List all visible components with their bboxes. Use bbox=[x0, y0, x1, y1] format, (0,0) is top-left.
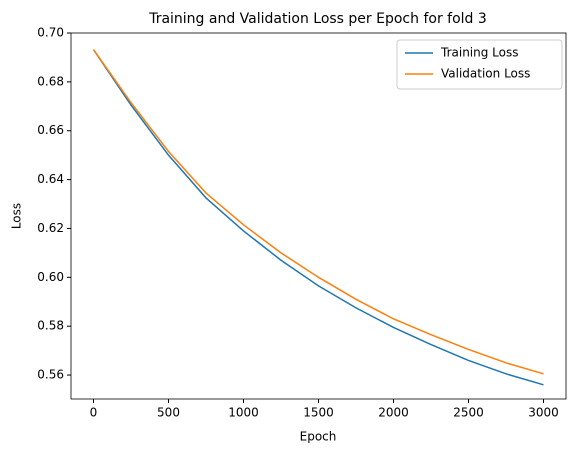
x-tick-label: 2000 bbox=[378, 406, 409, 420]
y-tick-label: 0.70 bbox=[37, 26, 64, 40]
legend-label: Training Loss bbox=[440, 46, 518, 60]
y-tick-label: 0.58 bbox=[37, 319, 64, 333]
x-tick-label: 1500 bbox=[303, 406, 334, 420]
y-tick-label: 0.68 bbox=[37, 74, 64, 88]
x-tick-label: 3000 bbox=[528, 406, 559, 420]
x-tick-label: 2500 bbox=[453, 406, 484, 420]
chart-title: Training and Validation Loss per Epoch f… bbox=[148, 11, 487, 27]
legend-label: Validation Loss bbox=[441, 67, 530, 81]
line bbox=[92, 49, 544, 375]
line bbox=[92, 49, 544, 386]
x-tick-label: 0 bbox=[90, 406, 98, 420]
y-tick-label: 0.62 bbox=[37, 221, 64, 235]
x-tick-label: 1000 bbox=[228, 406, 259, 420]
y-tick-label: 0.66 bbox=[37, 123, 64, 137]
x-tick-label: 500 bbox=[157, 406, 180, 420]
legend-box bbox=[396, 39, 563, 90]
y-axis-label: Loss bbox=[10, 203, 24, 229]
y-tick-label: 0.64 bbox=[37, 172, 64, 186]
plot-frame bbox=[70, 32, 567, 400]
x-axis-label: Epoch bbox=[300, 430, 337, 444]
y-tick-label: 0.60 bbox=[37, 270, 64, 284]
y-tick-label: 0.56 bbox=[37, 368, 64, 382]
